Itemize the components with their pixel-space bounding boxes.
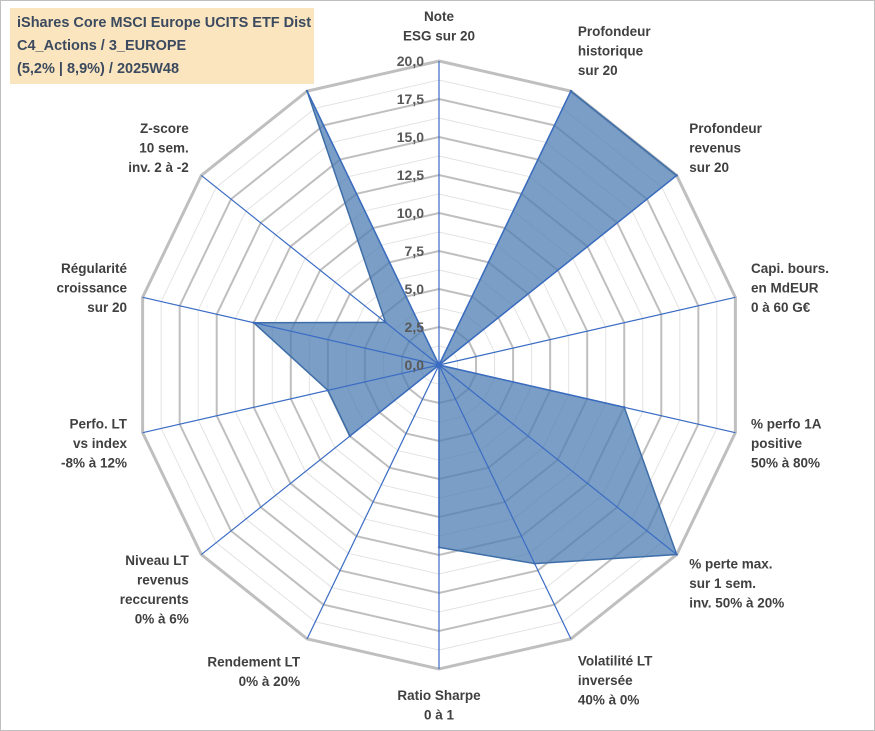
axis-label: vs index	[73, 436, 128, 451]
axis-label: % perfo 1A	[751, 416, 822, 431]
axis-label: en MdEUR	[751, 281, 819, 296]
axis-label: inversée	[578, 673, 633, 688]
axis-spoke	[438, 174, 678, 366]
axis-spoke	[200, 174, 440, 366]
axis-label: 0 à 60 G€	[751, 300, 811, 315]
axis-spoke	[438, 296, 736, 366]
axis-spoke	[200, 364, 440, 556]
axis-label: 40% à 0%	[578, 692, 640, 707]
axis-label: reccurents	[120, 592, 189, 607]
axis-label: positive	[751, 436, 803, 451]
axis-spoke	[142, 296, 440, 366]
axis-label: 0% à 20%	[239, 674, 301, 689]
chart-title-box: iShares Core MSCI Europe UCITS ETF Dist …	[10, 8, 314, 84]
axis-spoke	[438, 364, 572, 640]
tick-label: 12,5	[397, 167, 424, 183]
title-line-1: iShares Core MSCI Europe UCITS ETF Dist	[17, 15, 312, 31]
title-line-3: (5,2% | 8,9%) / 2025W48	[17, 61, 180, 77]
axis-label: -8% à 12%	[61, 455, 127, 470]
axis-spoke	[306, 90, 440, 366]
tick-label: 20,0	[397, 53, 424, 69]
axis-spoke	[438, 364, 736, 434]
axis-label: Z-score	[140, 121, 189, 136]
axis-label: 50% à 80%	[751, 455, 820, 470]
axis-label: revenus	[689, 141, 741, 156]
axis-label: sur 1 sem.	[689, 576, 756, 591]
axis-label: sur 20	[578, 63, 618, 78]
axis-label: Note	[424, 9, 454, 24]
tick-labels: 0,0 2,5 5,0 7,5 10,0 12,5 15,0 17,5 20,0	[397, 53, 424, 373]
axis-label: historique	[578, 44, 644, 59]
tick-label: 10,0	[397, 205, 424, 221]
series-layer	[252, 89, 678, 565]
axis-label: sur 20	[689, 160, 729, 175]
axis-label: Régularité	[61, 261, 128, 276]
axis-label: Rendement LT	[207, 654, 301, 669]
axis-label: 0% à 6%	[135, 611, 189, 626]
tick-label: 15,0	[397, 129, 424, 145]
axis-label: 0 à 1	[424, 708, 455, 723]
axis-spoke	[438, 90, 572, 366]
axis-label: inv. 50% à 20%	[689, 596, 784, 611]
tick-label: 5,0	[405, 281, 425, 297]
axis-label: Ratio Sharpe	[397, 688, 481, 703]
axis-spoke	[142, 364, 440, 434]
axis-label: inv. 2 à -2	[128, 160, 189, 175]
title-line-2: C4_Actions / 3_EUROPE	[17, 38, 187, 54]
axis-label: Volatilité LT	[578, 653, 653, 668]
axis-label: sur 20	[87, 300, 127, 315]
tick-label: 7,5	[405, 243, 425, 259]
axis-label: 10 sem.	[139, 141, 189, 156]
axis-spoke	[438, 364, 678, 556]
axis-label: Profondeur	[689, 121, 762, 136]
axis-label: Capi. bours.	[751, 261, 829, 276]
axis-label: croissance	[56, 281, 127, 296]
axis-label: revenus	[137, 572, 189, 587]
axis-spoke	[306, 364, 440, 640]
tick-label: 2,5	[405, 319, 425, 335]
axis-spokes	[142, 61, 736, 669]
axis-label: % perte max.	[689, 557, 772, 572]
axis-label: Niveau LT	[125, 553, 189, 568]
axis-label: ESG sur 20	[403, 29, 475, 44]
tick-label: 0,0	[405, 357, 425, 373]
axis-label: Perfo. LT	[70, 416, 128, 431]
tick-label: 17,5	[397, 91, 424, 107]
axis-label: Profondeur	[578, 24, 651, 39]
